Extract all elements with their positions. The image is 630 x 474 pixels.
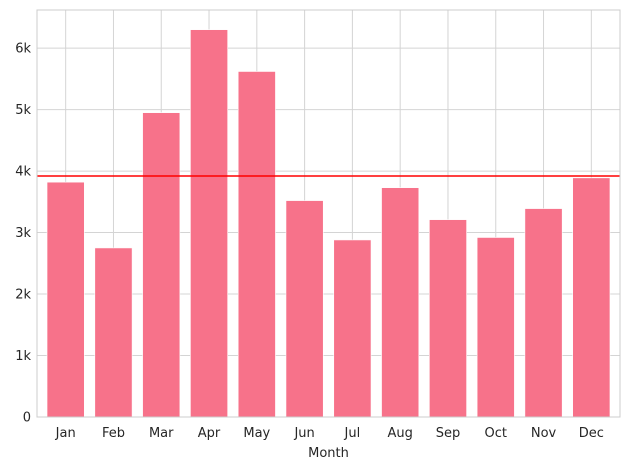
bar-apr: [190, 29, 228, 418]
x-tick-label: Oct: [485, 426, 507, 441]
bar-mar: [142, 112, 181, 418]
y-tick-label: 5k: [15, 103, 31, 118]
bar-dec: [572, 177, 611, 418]
x-tick-label: Jul: [344, 426, 361, 441]
x-tick-label: Apr: [198, 426, 221, 441]
y-tick-label: 1k: [15, 349, 31, 364]
x-tick-label: Jan: [55, 426, 76, 441]
x-tick-label: Feb: [102, 426, 125, 441]
y-tick-label: 0: [23, 411, 31, 426]
bar-nov: [524, 208, 563, 418]
x-tick-labels: Jan Feb Mar Apr May Jun Jul Aug Sep Oct Nov Dec: [55, 426, 604, 441]
y-tick-label: 6k: [15, 42, 31, 57]
x-tick-label: Nov: [531, 426, 557, 441]
bar-sep: [429, 219, 467, 418]
y-tick-label: 2k: [15, 288, 31, 303]
x-tick-label: Mar: [149, 426, 174, 441]
x-tick-label: Sep: [436, 426, 461, 441]
x-tick-label: Aug: [387, 426, 412, 441]
x-tick-label: May: [243, 426, 270, 441]
bars: [46, 29, 611, 418]
bar-jan: [46, 181, 85, 418]
y-tick-label: 4k: [15, 165, 31, 180]
bar-oct: [476, 237, 515, 418]
bar-may: [237, 71, 276, 418]
x-tick-label: Dec: [579, 426, 604, 441]
y-tick-label: 3k: [15, 226, 31, 241]
bar-aug: [381, 187, 420, 418]
x-axis-label: Month: [308, 446, 349, 461]
bar-jul: [333, 239, 372, 418]
plot-frame: [36, 9, 621, 418]
bar-feb: [94, 247, 133, 418]
x-tick-label: Jun: [293, 426, 314, 441]
y-tick-labels: 0 1k 2k 3k 4k 5k 6k: [15, 42, 31, 426]
bar-jun: [285, 200, 324, 418]
